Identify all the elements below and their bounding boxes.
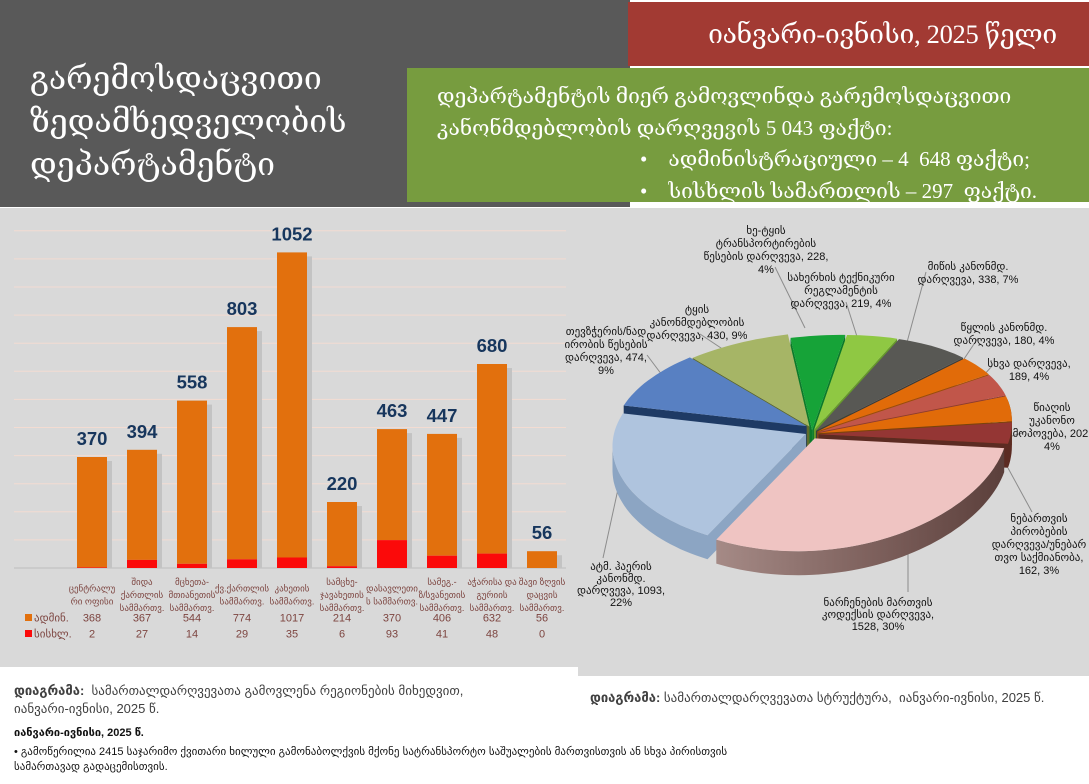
svg-text:220: 220 xyxy=(327,473,358,494)
svg-text:დარღვევა, 219, 4%: დარღვევა, 219, 4% xyxy=(791,298,892,310)
svg-text:632: 632 xyxy=(483,613,501,625)
svg-text:სამმართვ.: სამმართვ. xyxy=(470,603,515,613)
svg-text:22%: 22% xyxy=(610,597,632,609)
svg-text:4%: 4% xyxy=(1044,441,1060,453)
svg-text:9%: 9% xyxy=(598,365,614,377)
svg-text:დარღვევა, 180, 4%: დარღვევა, 180, 4% xyxy=(954,335,1055,347)
svg-text:774: 774 xyxy=(233,613,251,625)
svg-text:2: 2 xyxy=(89,629,95,641)
svg-text:ირობის წესების: ირობის წესების xyxy=(564,339,647,351)
svg-text:367: 367 xyxy=(133,613,151,625)
svg-text:14: 14 xyxy=(186,629,198,641)
svg-text:დარღვევა, 1093,: დარღვევა, 1093, xyxy=(577,585,665,597)
svg-text:სხვა დარღვევა,: სხვა დარღვევა, xyxy=(987,358,1070,370)
svg-text:კახეთის: კახეთის xyxy=(274,584,309,594)
svg-text:406: 406 xyxy=(433,613,451,625)
svg-text:დარღვევა, 474,: დარღვევა, 474, xyxy=(565,352,647,364)
svg-text:რი ოფისი: რი ოფისი xyxy=(71,597,114,607)
svg-text:803: 803 xyxy=(227,298,258,319)
svg-text:დარღვევა/უნებარ: დარღვევა/უნებარ xyxy=(992,539,1087,551)
svg-text:აჭარისა და: აჭარისა და xyxy=(467,577,517,587)
svg-text:სისხლ.: სისხლ. xyxy=(34,629,72,641)
svg-text:სამეგ.-: სამეგ.- xyxy=(427,577,456,587)
svg-text:ტყის: ტყის xyxy=(685,304,710,316)
svg-text:1528, 30%: 1528, 30% xyxy=(852,621,905,633)
svg-text:680: 680 xyxy=(477,335,508,356)
svg-text:558: 558 xyxy=(177,372,208,393)
svg-text:27: 27 xyxy=(136,629,148,641)
svg-text:ქართლის: ქართლის xyxy=(121,590,164,600)
svg-text:შიდა: შიდა xyxy=(131,577,153,587)
svg-text:56: 56 xyxy=(532,522,553,543)
svg-text:სამმართვ.: სამმართვ. xyxy=(170,603,215,613)
svg-text:370: 370 xyxy=(77,428,108,449)
svg-text:მთიანეთის: მთიანეთის xyxy=(169,590,216,600)
svg-text:ზ/სვანეთის: ზ/სვანეთის xyxy=(419,590,466,600)
svg-text:93: 93 xyxy=(386,629,398,641)
svg-text:ნებართვის: ნებართვის xyxy=(1010,513,1068,525)
svg-text:სამცხე-: სამცხე- xyxy=(326,577,357,587)
svg-text:სამმართვ.: სამმართვ. xyxy=(320,603,365,613)
svg-text:დარღვევა, 430, 9%: დარღვევა, 430, 9% xyxy=(647,330,748,342)
svg-text:394: 394 xyxy=(127,421,159,442)
svg-text:ადმინ.: ადმინ. xyxy=(34,613,69,625)
svg-text:29: 29 xyxy=(236,629,248,641)
svg-text:შავი ზღვის: შავი ზღვის xyxy=(519,577,566,587)
svg-text:189, 4%: 189, 4% xyxy=(1009,371,1050,383)
svg-text:დასავლეთი: დასავლეთი xyxy=(366,584,418,594)
svg-text:35: 35 xyxy=(286,629,298,641)
svg-text:463: 463 xyxy=(377,400,408,421)
svg-text:1052: 1052 xyxy=(271,223,312,244)
svg-text:ჯავახეთის: ჯავახეთის xyxy=(320,590,364,600)
svg-text:კოდექსის დარღვევა,: კოდექსის დარღვევა, xyxy=(822,609,934,621)
svg-text:ს სამმართვ.: ს სამმართვ. xyxy=(366,597,418,607)
svg-text:წიაღის: წიაღის xyxy=(1033,402,1070,414)
svg-text:370: 370 xyxy=(383,613,401,625)
svg-text:დარღვევა, 338, 7%: დარღვევა, 338, 7% xyxy=(918,274,1019,286)
svg-text:კანონმდ.: კანონმდ. xyxy=(596,573,645,585)
svg-text:447: 447 xyxy=(427,405,458,426)
svg-text:ატმ. ჰაერის: ატმ. ჰაერის xyxy=(590,561,652,573)
svg-text:48: 48 xyxy=(486,629,498,641)
svg-text:სამმართვ.: სამმართვ. xyxy=(520,603,565,613)
svg-text:4%: 4% xyxy=(758,264,774,276)
svg-text:ხე-ტყის: ხე-ტყის xyxy=(746,225,786,237)
svg-text:162, 3%: 162, 3% xyxy=(1019,565,1060,577)
svg-text:დაცვის: დაცვის xyxy=(526,590,557,600)
svg-text:56: 56 xyxy=(536,613,548,625)
svg-text:სამმართვ.: სამმართვ. xyxy=(420,603,465,613)
svg-text:368: 368 xyxy=(83,613,101,625)
svg-text:ქვ.ქართლის: ქვ.ქართლის xyxy=(215,584,270,594)
svg-text:მცხეთა-: მცხეთა- xyxy=(175,577,209,587)
svg-text:ნარჩენების მართვის: ნარჩენების მართვის xyxy=(824,597,933,609)
svg-text:სამმართვ.: სამმართვ. xyxy=(120,603,165,613)
svg-text:ცენტრალუ: ცენტრალუ xyxy=(69,584,116,594)
svg-text:მიწის კანონმდ.: მიწის კანონმდ. xyxy=(928,261,1009,273)
svg-text:6: 6 xyxy=(339,629,345,641)
svg-text:უკანონო: უკანონო xyxy=(1029,415,1075,427)
svg-text:214: 214 xyxy=(333,613,351,625)
svg-text:0: 0 xyxy=(539,629,545,641)
svg-text:სამმართვ.: სამმართვ. xyxy=(220,597,265,607)
svg-text:ტრანსპორტირების: ტრანსპორტირების xyxy=(716,238,817,250)
svg-text:სახერხის ტექნიკური: სახერხის ტექნიკური xyxy=(787,272,895,284)
svg-text:544: 544 xyxy=(183,613,201,625)
svg-text:თევზჭერის/ნად: თევზჭერის/ნად xyxy=(566,326,646,338)
svg-text:გურიის: გურიის xyxy=(476,590,507,600)
svg-text:სამმართვ.: სამმართვ. xyxy=(270,597,315,607)
svg-text:რეგლამენტის: რეგლამენტის xyxy=(804,285,878,297)
svg-text:წყლის კანონმდ.: წყლის კანონმდ. xyxy=(961,322,1048,334)
svg-text:წესების დარღვევა, 228,: წესების დარღვევა, 228, xyxy=(704,251,829,263)
svg-text:41: 41 xyxy=(436,629,448,641)
svg-text:კანონმდებლობის: კანონმდებლობის xyxy=(650,317,745,329)
svg-text:თვო საქმიანობა,: თვო საქმიანობა, xyxy=(995,552,1084,564)
svg-text:პირობების: პირობების xyxy=(1010,526,1067,538)
svg-text:1017: 1017 xyxy=(280,613,304,625)
svg-text:მოპოვება, 202,: მოპოვება, 202, xyxy=(1013,428,1089,440)
